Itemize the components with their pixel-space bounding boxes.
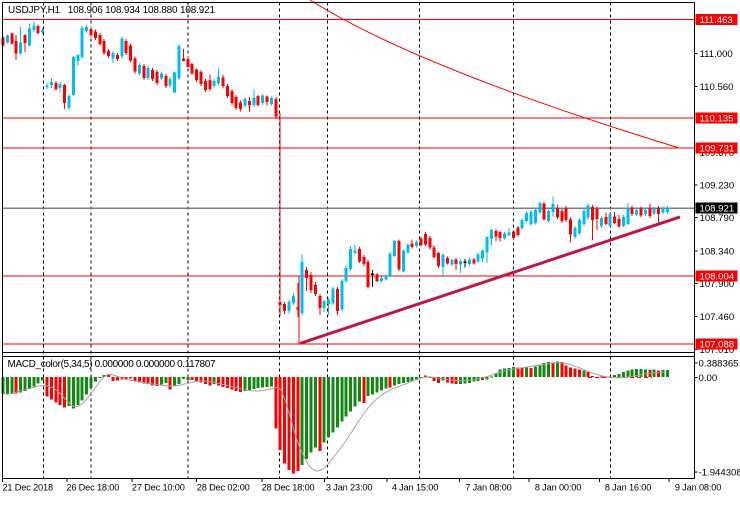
svg-text:28 Dec 18:00: 28 Dec 18:00 <box>262 483 315 493</box>
svg-text:27 Dec 10:00: 27 Dec 10:00 <box>132 483 185 493</box>
svg-text:8 Jan 16:00: 8 Jan 16:00 <box>605 483 651 493</box>
svg-text:108.004: 108.004 <box>700 272 735 283</box>
svg-text:111.000: 111.000 <box>700 49 733 60</box>
svg-text:110.135: 110.135 <box>700 113 734 124</box>
svg-text:4 Jan 15:00: 4 Jan 15:00 <box>392 483 438 493</box>
svg-text:110.560: 110.560 <box>700 82 734 93</box>
svg-text:3 Jan 23:00: 3 Jan 23:00 <box>326 483 372 493</box>
svg-text:107.088: 107.088 <box>700 339 735 350</box>
svg-text:109.230: 109.230 <box>700 181 735 192</box>
svg-text:MACD_color(5,34,5) 0.000000 0.: MACD_color(5,34,5) 0.000000 0.000000 0.1… <box>8 359 216 370</box>
svg-text:USDJPY,H1 108.906 108.934 10: USDJPY,H1 108.906 108.934 108.880 108.92… <box>8 5 215 16</box>
svg-text:111.463: 111.463 <box>700 15 733 26</box>
svg-text:108.340: 108.340 <box>700 247 735 258</box>
svg-text:26 Dec 18:00: 26 Dec 18:00 <box>66 483 119 493</box>
svg-text:107.460: 107.460 <box>700 312 735 323</box>
svg-text:9 Jan 08:00: 9 Jan 08:00 <box>675 483 721 493</box>
svg-text:0.388365: 0.388365 <box>699 359 739 370</box>
svg-text:28 Dec 02:00: 28 Dec 02:00 <box>197 483 250 493</box>
svg-text:7 Jan 08:00: 7 Jan 08:00 <box>465 483 511 493</box>
svg-text:108.790: 108.790 <box>700 213 735 224</box>
svg-text:108.921: 108.921 <box>700 204 735 215</box>
svg-text:-1.944308: -1.944308 <box>699 467 740 478</box>
svg-text:0.00: 0.00 <box>699 373 718 384</box>
svg-text:21 Dec 2018: 21 Dec 2018 <box>2 483 52 493</box>
svg-text:8 Jan 00:00: 8 Jan 00:00 <box>535 483 581 493</box>
svg-text:109.731: 109.731 <box>700 143 735 154</box>
